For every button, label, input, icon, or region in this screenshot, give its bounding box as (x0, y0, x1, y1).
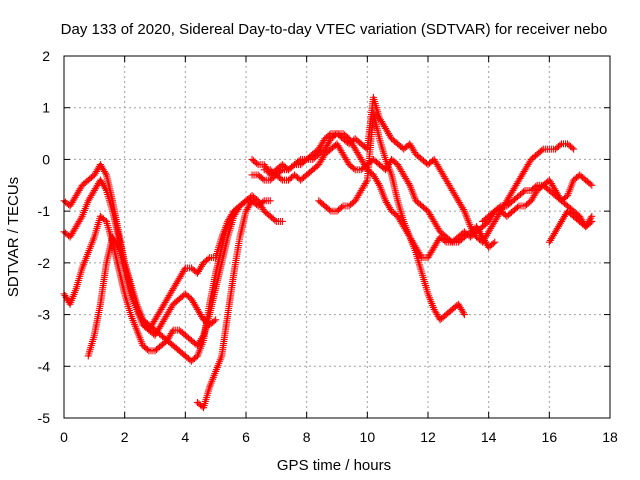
x-axis-title: GPS time / hours (277, 457, 391, 474)
x-tick-label: 6 (242, 429, 250, 445)
data-point (278, 217, 286, 225)
series-track-11 (545, 207, 596, 246)
data-point (587, 214, 595, 222)
data-point (538, 146, 546, 154)
data-point (77, 214, 85, 222)
data-point (568, 144, 576, 152)
data-point (374, 180, 382, 188)
data-point (101, 169, 109, 177)
data-point (459, 309, 467, 317)
y-tick-label: -5 (38, 410, 51, 426)
chart-title: Day 133 of 2020, Sidereal Day-to-day VTE… (61, 21, 608, 38)
x-tick-labels: 0 2 4 6 8 10 12 14 16 18 (60, 429, 618, 445)
data-point (277, 175, 285, 183)
data-point (212, 316, 220, 324)
data-point (204, 255, 212, 263)
y-tick-label: 2 (42, 48, 50, 64)
x-tick-label: 10 (360, 429, 376, 445)
data-point (271, 216, 279, 224)
x-tick-label: 2 (121, 429, 129, 445)
data-point (588, 212, 596, 220)
data-point (586, 180, 594, 188)
y-axis-title: SDTVAR / TECUs (5, 177, 22, 297)
data-point (338, 203, 346, 211)
data-point (491, 238, 499, 246)
series-track-5 (193, 197, 274, 412)
data-point (289, 162, 297, 170)
data-point (210, 317, 218, 325)
data-point (277, 167, 285, 175)
data-point (588, 181, 596, 189)
data-point (114, 242, 122, 250)
y-tick-label: 0 (42, 151, 50, 167)
data-point (168, 328, 176, 336)
series-track-4 (84, 197, 256, 365)
data-point (350, 164, 358, 172)
x-tick-label: 12 (420, 429, 436, 445)
data-point (325, 131, 333, 139)
data-point (489, 208, 497, 216)
data-point (570, 145, 578, 153)
data-point (417, 252, 425, 260)
data-point (441, 237, 449, 245)
y-tick-label: -4 (38, 358, 51, 374)
y-tick-label: -2 (38, 255, 51, 271)
data-point (180, 266, 188, 274)
data-series (60, 93, 596, 412)
data-point (460, 311, 468, 319)
x-tick-label: 16 (542, 429, 558, 445)
y-tick-label: -1 (38, 203, 51, 219)
data-point (266, 197, 274, 205)
data-point (325, 206, 333, 214)
data-point (513, 203, 521, 211)
x-tick-label: 14 (481, 429, 497, 445)
data-point (489, 239, 497, 247)
data-point (240, 198, 248, 206)
data-point (259, 198, 267, 206)
data-point (459, 205, 467, 213)
x-tick-label: 18 (602, 429, 618, 445)
y-tick-label: 1 (42, 100, 50, 116)
data-point (405, 180, 413, 188)
grid-lines (64, 56, 610, 418)
data-point (362, 178, 370, 186)
x-tick-label: 8 (303, 429, 311, 445)
x-tick-label: 0 (60, 429, 68, 445)
data-point (259, 175, 267, 183)
data-point (143, 345, 151, 353)
data-point (253, 159, 261, 167)
x-tick-label: 4 (181, 429, 189, 445)
series-track-10 (479, 171, 596, 225)
series-track-8 (260, 93, 578, 246)
y-tick-labels: 2 1 0 -1 -2 -3 -4 -5 (38, 48, 51, 426)
data-point (101, 185, 109, 193)
plot-frame (63, 55, 611, 419)
y-tick-label: -3 (38, 307, 51, 323)
data-point (520, 188, 528, 196)
data-point (556, 141, 564, 149)
